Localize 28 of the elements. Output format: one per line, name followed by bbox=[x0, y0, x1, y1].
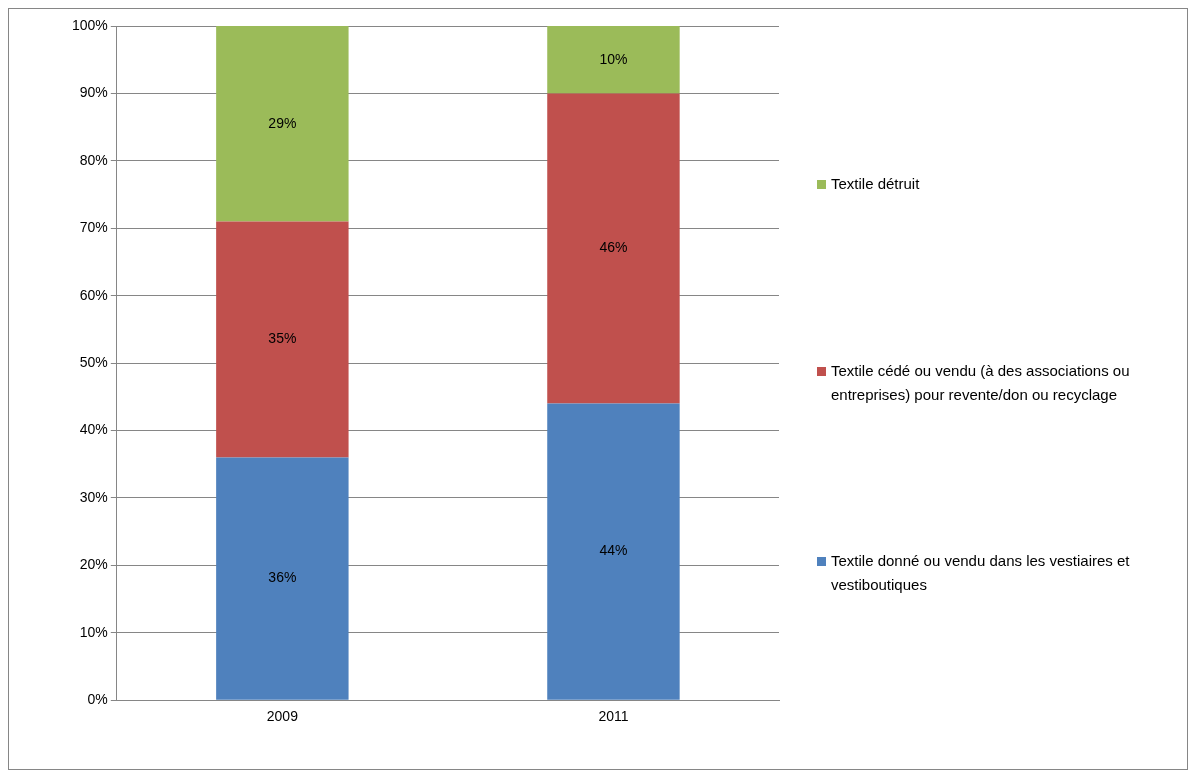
legend-label: Textile cédé ou vendu (à des associations ou entreprises) pour revente/don ou recyclage bbox=[831, 361, 1131, 405]
legend-label: Textile détruit bbox=[831, 174, 920, 194]
bar bbox=[216, 26, 349, 222]
data-label: 46% bbox=[599, 239, 628, 256]
y-tick-label: 80% bbox=[79, 151, 108, 168]
x-tick-label: 2009 bbox=[266, 708, 299, 725]
y-tick-label: 60% bbox=[79, 286, 108, 303]
data-label: 44% bbox=[599, 542, 628, 559]
y-tick-label: 100% bbox=[71, 16, 108, 33]
data-label: 10% bbox=[599, 50, 628, 67]
y-tick-label: 50% bbox=[79, 353, 108, 370]
bar bbox=[547, 26, 680, 94]
y-tick-label: 70% bbox=[79, 219, 108, 236]
bar bbox=[216, 457, 349, 700]
y-tick-label: 40% bbox=[79, 421, 108, 438]
y-tick-label: 10% bbox=[79, 623, 108, 640]
legend-label: Textile donné ou vendu dans les vestiaires et vestiboutiques bbox=[831, 551, 1131, 595]
bar bbox=[216, 221, 349, 458]
y-tick-label: 30% bbox=[79, 488, 108, 505]
y-tick-label: 90% bbox=[79, 84, 108, 101]
x-tick-label: 2011 bbox=[598, 708, 629, 725]
bar bbox=[547, 93, 680, 404]
data-label: 36% bbox=[268, 569, 297, 586]
y-tick-label: 0% bbox=[87, 691, 108, 708]
data-label: 35% bbox=[268, 330, 297, 347]
y-tick-label: 20% bbox=[79, 556, 108, 573]
data-label: 29% bbox=[268, 114, 297, 131]
bar bbox=[547, 403, 680, 700]
